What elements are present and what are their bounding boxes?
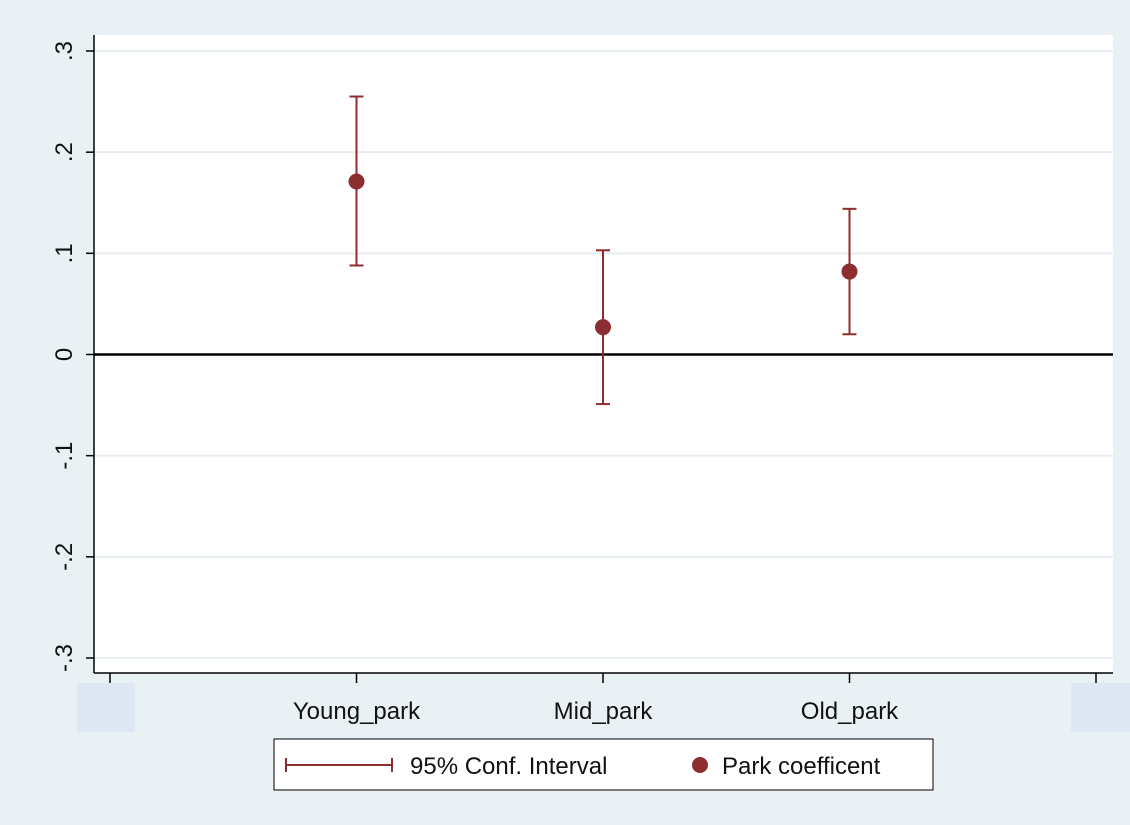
point-young_park xyxy=(348,173,365,190)
legend-ci-label: 95% Conf. Interval xyxy=(410,753,607,780)
axes: .3 .2 .1 0 -.1 -.2 -.3 Young_park Mid_park Old_pa… xyxy=(51,35,1130,732)
y-tick-label: -.3 xyxy=(51,644,78,672)
x-tick-label: Old_park xyxy=(801,698,899,725)
x-axis-end-box-right xyxy=(1071,683,1130,732)
data-marks xyxy=(348,95,858,406)
legend-marker-symbol xyxy=(692,757,708,773)
legend-ci-symbol xyxy=(285,758,393,772)
x-axis-end-box-left xyxy=(77,683,135,732)
point-mid_park xyxy=(595,319,611,336)
y-tick-label: -.1 xyxy=(51,442,78,470)
y-tick-label: -.2 xyxy=(51,543,78,571)
point-old_park xyxy=(841,263,858,280)
x-tick-label: Mid_park xyxy=(554,698,654,725)
y-tick-label: 0 xyxy=(51,348,78,361)
legend-series-label: Park coefficent xyxy=(722,753,881,780)
legend: 95% Conf. Interval Park coefficent xyxy=(273,738,934,791)
x-tick-label: Young_park xyxy=(293,698,421,725)
y-tick-label: .1 xyxy=(51,243,78,263)
y-tick-label: .3 xyxy=(51,41,78,61)
y-tick-label: .2 xyxy=(51,142,78,162)
